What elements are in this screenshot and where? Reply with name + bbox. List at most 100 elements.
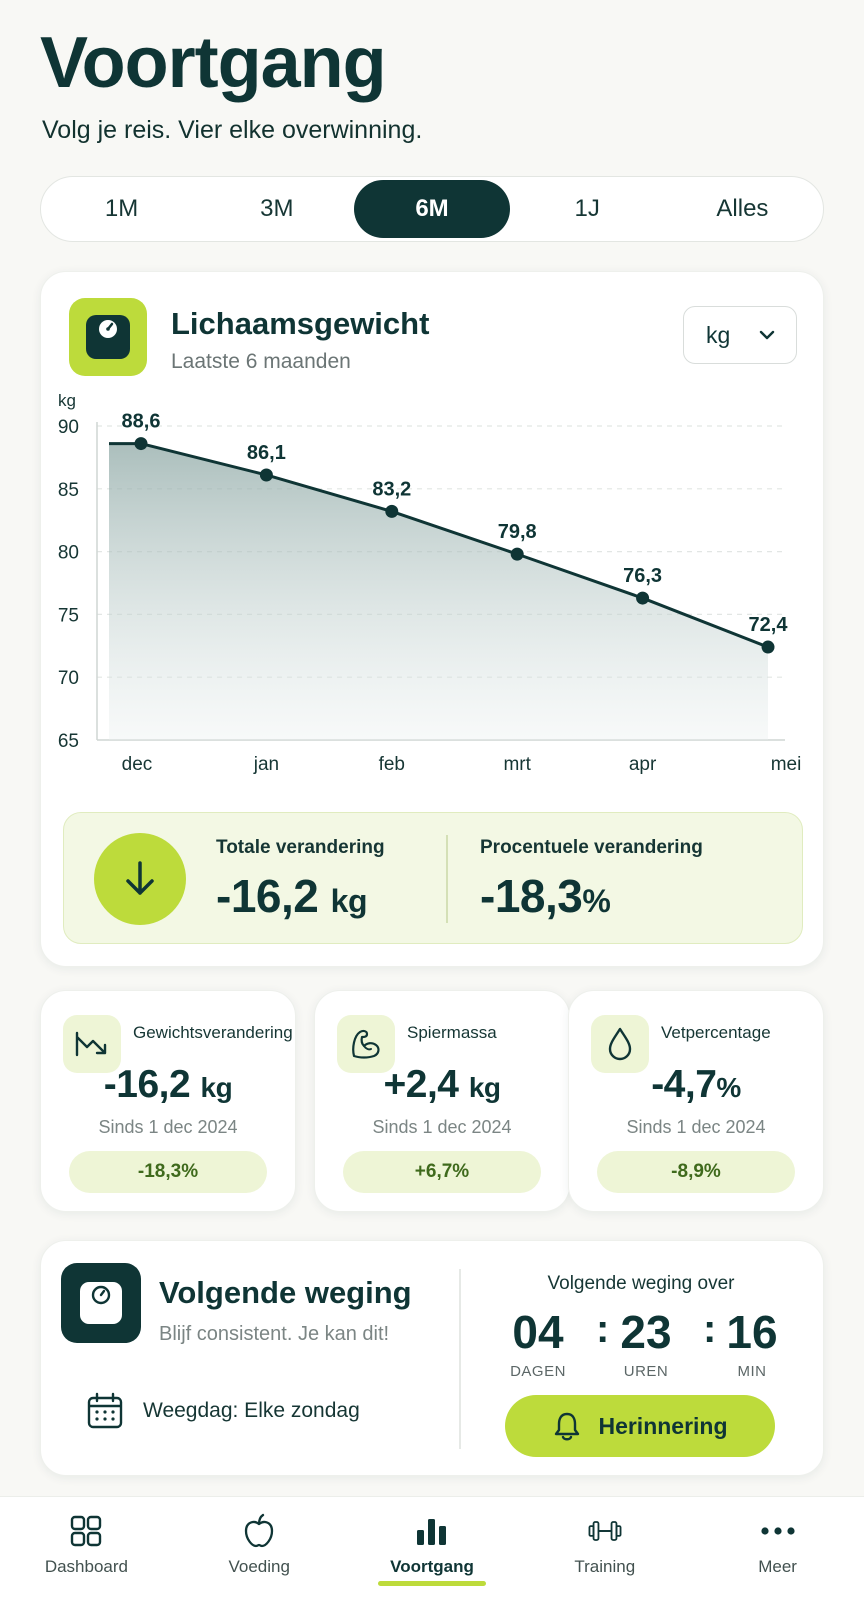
data-label: 76,3 <box>623 565 662 587</box>
next-weigh-title: Volgende weging <box>159 1275 412 1310</box>
reminder-button[interactable]: Herinnering <box>505 1395 775 1457</box>
metric-card-weight-change[interactable]: Gewichtsverandering -16,2 kg Sinds 1 dec… <box>40 990 296 1212</box>
metric-title: Spiermassa <box>407 1023 497 1042</box>
dumbbell-icon <box>587 1513 623 1549</box>
next-weigh-card: Volgende weging Blijf consistent. Je kan… <box>40 1240 824 1476</box>
tab-3m[interactable]: 3M <box>260 195 294 222</box>
nav-label: Voortgang <box>390 1557 474 1576</box>
nav-item-dashboard[interactable]: Dashboard <box>0 1497 173 1600</box>
active-indicator <box>377 1581 486 1586</box>
x-tick-label: mei <box>771 754 802 775</box>
percent-change-unit: % <box>582 883 611 919</box>
y-axis-label: kg <box>58 391 76 410</box>
countdown-days-value: 04 <box>512 1306 564 1358</box>
metric-card-fat-percentage[interactable]: Vetpercentage -4,7% Sinds 1 dec 2024 -8,… <box>568 990 824 1212</box>
countdown-separator: : <box>703 1307 717 1351</box>
x-tick-label: mrt <box>503 754 531 775</box>
countdown-hours-label: UREN <box>623 1363 669 1380</box>
unit-select[interactable]: kg <box>683 306 797 364</box>
calendar-icon <box>87 1392 123 1429</box>
range-tabs: 1M 3M 6M 1J Alles <box>40 176 824 242</box>
bell-icon <box>555 1412 580 1441</box>
countdown-hours: 23 UREN <box>601 1305 691 1380</box>
nav-label: Training <box>574 1557 636 1576</box>
nav-label: Voeding <box>228 1557 290 1576</box>
muscle-icon <box>337 1015 395 1073</box>
data-point <box>636 591 650 605</box>
x-tick-label: apr <box>629 754 657 775</box>
area-fill <box>109 443 768 740</box>
weight-card-subtitle: Laatste 6 maanden <box>171 350 351 373</box>
percent-change: Procentuele verandering -18,3% <box>480 837 703 923</box>
metric-title: Vetpercentage <box>661 1023 771 1042</box>
scale-icon <box>61 1263 141 1343</box>
weight-chart: kg 65 70 75 80 85 90 88,6 86,1 83,2 79,8 76,3 72,4 d… <box>41 390 825 1070</box>
tab-1j[interactable]: 1J <box>574 195 600 222</box>
data-point <box>761 640 775 654</box>
metric-value: -16,2 kg <box>41 1063 295 1107</box>
metric-title: Gewichtsverandering <box>133 1023 293 1042</box>
total-change-label: Totale verandering <box>216 837 385 858</box>
reminder-button-label: Herinnering <box>598 1412 728 1439</box>
next-weigh-subtitle: Blijf consistent. Je kan dit! <box>159 1323 390 1345</box>
tab-alles[interactable]: Alles <box>716 195 769 222</box>
total-change-number: -16,2 <box>216 870 319 922</box>
weigh-day-label: Weegdag: Elke zondag <box>143 1399 360 1422</box>
countdown-separator: : <box>596 1307 610 1351</box>
y-tick-label: 80 <box>58 543 79 564</box>
y-tick-label: 70 <box>58 668 79 689</box>
grid-icon <box>68 1513 104 1549</box>
y-tick-label: 90 <box>58 417 79 438</box>
bar-chart-icon <box>414 1513 450 1549</box>
y-tick-label: 65 <box>58 731 79 752</box>
trend-down-icon <box>63 1015 121 1073</box>
countdown-hours-value: 23 <box>620 1306 672 1358</box>
data-label: 79,8 <box>498 521 537 543</box>
data-point <box>510 547 524 561</box>
total-change-value: -16,2 kg <box>216 869 385 923</box>
unit-select-value: kg <box>706 321 731 348</box>
data-label: 86,1 <box>247 442 286 464</box>
data-point <box>385 504 399 518</box>
y-tick-label: 75 <box>58 605 79 626</box>
x-tick-label: feb <box>379 754 405 775</box>
metric-unit: kg <box>200 1072 233 1103</box>
percent-change-number: -18,3 <box>480 870 583 922</box>
page-title: Voortgang <box>40 23 387 103</box>
weight-chart-svg: kg 65 70 75 80 85 90 88,6 86,1 83,2 79,8 76,3 72,4 d… <box>58 391 802 775</box>
metric-since: Sinds 1 dec 2024 <box>372 1117 512 1137</box>
y-tick-label: 85 <box>58 480 79 501</box>
metric-since: Sinds 1 dec 2024 <box>626 1117 766 1137</box>
metric-unit: % <box>716 1072 741 1103</box>
tab-6m[interactable]: 6M <box>354 180 510 238</box>
countdown-minutes-value: 16 <box>726 1306 778 1358</box>
metric-unit: kg <box>468 1072 501 1103</box>
metric-value: +2,4 kg <box>315 1063 569 1107</box>
data-point <box>134 437 148 451</box>
metric-card-muscle-mass[interactable]: Spiermassa +2,4 kg Sinds 1 dec 2024 +6,7… <box>314 990 570 1212</box>
data-label: 83,2 <box>372 478 411 500</box>
countdown-minutes: 16 MIN <box>707 1305 797 1380</box>
weight-card: Lichaamsgewicht Laatste 6 maanden kg kg … <box>40 271 824 967</box>
chevron-down-icon <box>759 330 775 340</box>
countdown-label: Volgende weging over <box>547 1273 735 1294</box>
arrow-down-icon <box>94 833 186 925</box>
nav-item-meer[interactable]: Meer <box>691 1497 864 1600</box>
apple-icon <box>241 1513 277 1549</box>
percent-change-value: -18,3% <box>480 869 703 923</box>
bottom-nav: Dashboard Voeding Voortgang <box>0 1496 864 1600</box>
nav-item-voortgang[interactable]: Voortgang <box>346 1497 519 1600</box>
tab-1m[interactable]: 1M <box>104 195 139 222</box>
metric-badge: -18,3% <box>69 1151 267 1193</box>
page-subtitle: Volg je reis. Vier elke overwinning. <box>42 116 423 144</box>
weigh-day: Weegdag: Elke zondag <box>85 1391 360 1431</box>
data-label: 72,4 <box>749 614 789 636</box>
total-change: Totale verandering -16,2 kg <box>216 837 385 923</box>
x-tick-label: dec <box>122 754 153 775</box>
weight-card-title: Lichaamsgewicht <box>171 306 430 341</box>
countdown-days: 04 DAGEN <box>493 1305 583 1380</box>
droplet-icon <box>591 1015 649 1073</box>
nav-item-voeding[interactable]: Voeding <box>173 1497 346 1600</box>
more-icon <box>760 1513 796 1549</box>
nav-item-training[interactable]: Training <box>518 1497 691 1600</box>
